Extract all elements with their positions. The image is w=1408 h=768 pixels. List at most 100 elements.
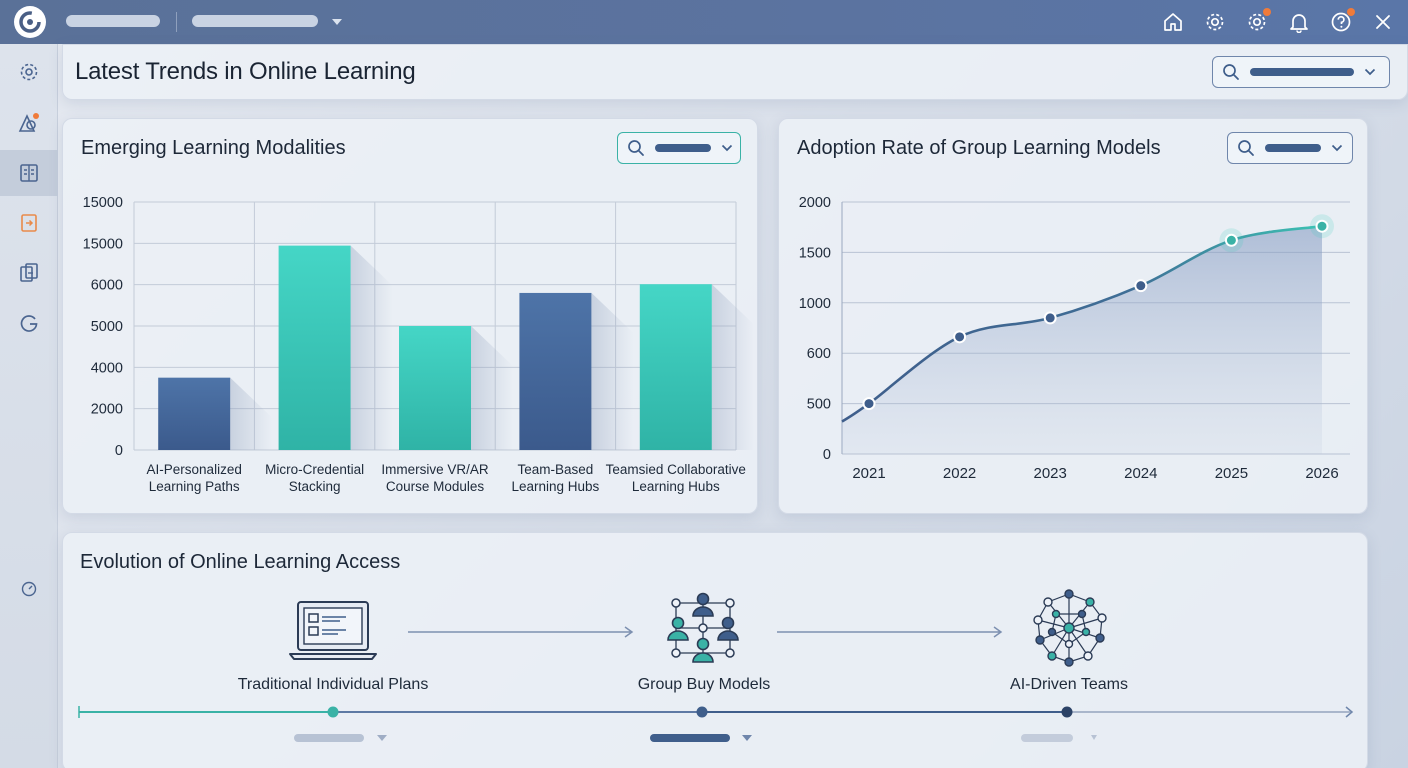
x-tick-label: 2024 [1124,465,1157,482]
adoption-filter-dropdown[interactable] [1227,132,1353,164]
page-header [62,44,1408,100]
bar[interactable] [399,326,471,450]
stage-arrow [777,626,1003,638]
sidebar-item-documents[interactable] [0,250,58,296]
document-swap-icon [20,263,38,282]
breadcrumb-item[interactable] [66,15,160,27]
x-tick-label: Learning Hubs [632,479,720,494]
stage-dropdown[interactable] [650,734,730,742]
timeline-node[interactable] [696,706,708,718]
bar-shadow [711,284,754,450]
timer-icon [21,581,37,597]
home-icon[interactable] [1162,11,1184,33]
app-logo[interactable] [14,6,46,38]
refresh-g-icon [20,315,38,332]
bar[interactable] [278,245,351,450]
sidebar-item-timer[interactable] [0,566,58,612]
x-tick-label: AI-Personalized [147,462,242,477]
settings-icon [20,63,38,81]
x-tick-label: Course Modules [386,479,485,494]
group-network-icon [667,592,739,663]
notification-badge [1263,8,1271,16]
search-icon [1238,140,1254,156]
settings-alert-icon[interactable] [1246,8,1271,33]
data-point[interactable] [862,397,876,411]
breadcrumb-dropdown[interactable] [192,15,318,27]
y-tick-label: 6000 [91,278,123,294]
top-bar [0,0,1408,44]
bell-icon[interactable] [1288,11,1310,34]
bar[interactable] [519,292,592,450]
y-tick-label: 0 [115,443,123,459]
sidebar-item-settings[interactable] [0,49,58,95]
help-icon[interactable] [1330,8,1355,33]
sidebar [0,44,58,768]
adoption-chart-title: Adoption Rate of Group Learning Models [797,137,1161,159]
stage-label: AI-Driven Teams [1010,676,1128,693]
x-tick-label: Team-Based [518,462,594,477]
x-tick-label: 2025 [1215,465,1248,482]
x-tick-label: 2022 [943,465,976,482]
x-tick-label: Micro-Credential [265,462,364,477]
sidebar-item-shapes[interactable] [0,100,58,146]
chevron-down-icon[interactable] [331,17,343,27]
chevron-down-icon [1364,68,1376,76]
adoption-area [842,226,1322,454]
shapes-icon [18,113,39,132]
book-icon [20,164,38,182]
timeline-node[interactable] [1061,706,1073,718]
settings-icon[interactable] [1204,11,1226,33]
logo-icon [19,11,41,33]
sidebar-item-refresh[interactable] [0,300,58,346]
bar-shadow [350,245,393,450]
filter-value-placeholder [1265,144,1321,152]
bar-shadow [471,326,513,450]
y-tick-label: 2000 [91,402,123,418]
chevron-down-icon [1331,144,1343,152]
stage-dropdown[interactable] [294,734,364,742]
stage-dropdown[interactable] [1021,734,1073,742]
laptop-list-icon [289,601,377,660]
timeline-track [78,706,1354,718]
sidebar-item-book[interactable] [0,150,58,196]
y-tick-label: 15000 [83,236,123,252]
bar-shadow [591,292,634,450]
search-value-placeholder [1250,68,1354,76]
sidebar-item-export[interactable] [0,200,58,246]
timeline-title: Evolution of Online Learning Access [80,551,401,573]
x-tick-label: Stacking [289,479,341,494]
document-export-icon [21,214,37,232]
chevron-down-icon[interactable] [741,734,753,743]
page-search-dropdown[interactable] [1212,56,1390,88]
x-tick-label: Learning Paths [149,479,240,494]
y-tick-label: 600 [807,346,831,362]
data-point[interactable] [1224,233,1238,247]
timeline-node[interactable] [327,706,339,718]
y-tick-label: 1500 [799,245,831,261]
modalities-filter-dropdown[interactable] [617,132,741,164]
close-icon[interactable] [1372,11,1394,33]
adoption-line-chart: 0 500 600 1000 1500 2000 2021 2022 2023 2024 2025… [799,195,1350,482]
neural-network-icon [1033,589,1107,667]
modalities-chart-title: Emerging Learning Modalities [81,137,346,159]
x-tick-label: Immersive VR/AR [381,462,489,477]
data-point[interactable] [1315,219,1329,233]
bar[interactable] [158,377,231,450]
y-tick-label: 15000 [83,195,123,211]
search-icon [628,140,644,156]
stage-arrow [408,626,634,638]
filter-value-placeholder [655,144,711,152]
breadcrumb-divider [176,12,177,32]
search-icon [1223,64,1239,80]
notification-badge [1347,8,1355,16]
bar[interactable] [639,284,712,450]
timeline-card [62,532,1368,768]
chevron-down-icon[interactable] [1090,734,1098,741]
data-point[interactable] [1134,279,1148,293]
y-tick-label: 1000 [799,296,831,312]
data-point[interactable] [953,330,967,344]
x-tick-label: 2026 [1305,465,1338,482]
chevron-down-icon[interactable] [376,734,388,743]
stage-label: Traditional Individual Plans [237,676,429,693]
data-point[interactable] [1043,311,1057,325]
